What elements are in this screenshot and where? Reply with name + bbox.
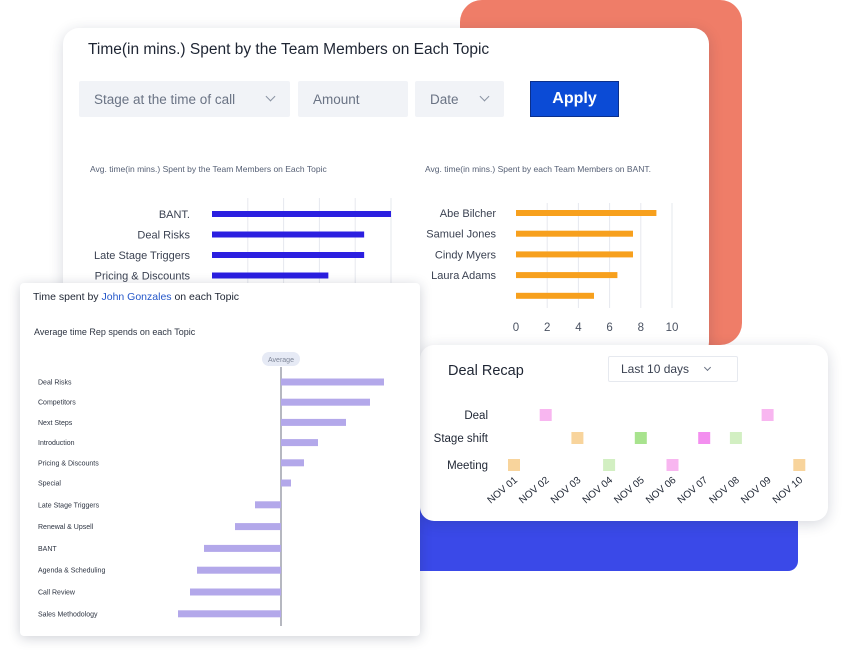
event-marker-stage-shift-nov-07 bbox=[698, 432, 711, 444]
category-label-bant: BANT. bbox=[159, 209, 190, 221]
member-label-samuel-jones: Samuel Jones bbox=[426, 229, 496, 241]
category-label-deal-risks: Deal Risks bbox=[137, 230, 190, 242]
bar-introduction bbox=[281, 439, 318, 447]
date-filter-label: Date bbox=[430, 91, 459, 107]
x-tick-label: 6 bbox=[606, 322, 612, 334]
bar-deal-risks bbox=[281, 378, 384, 386]
topic-label-late-stage-triggers: Late Stage Triggers bbox=[38, 502, 100, 509]
bar-pricing-discounts bbox=[212, 272, 329, 279]
bar-next-steps bbox=[281, 418, 346, 426]
bar-laura-adams bbox=[516, 272, 618, 279]
category-label-pricing-discounts: Pricing & Discounts bbox=[95, 271, 191, 283]
member-label-laura-adams: Laura Adams bbox=[431, 270, 496, 282]
topic-label-next-steps: Next Steps bbox=[38, 420, 73, 427]
x-tick-label: 4 bbox=[575, 322, 582, 334]
rep-chart-title: Average time Rep spends on each Topic bbox=[34, 327, 196, 337]
rep-title-prefix: Time spent by bbox=[33, 291, 102, 303]
topic-label-sales-methodology: Sales Methodology bbox=[38, 611, 98, 618]
deal-recap-panel: Deal Recap Last 10 days Deal Stage shift M… bbox=[420, 345, 828, 521]
bar-bant bbox=[212, 211, 391, 217]
event-marker-stage-shift-nov-05 bbox=[634, 432, 647, 444]
bar-late-stage-triggers bbox=[255, 501, 281, 509]
topic-chart-title: Avg. time(in mins.) Spent by the Team Me… bbox=[90, 164, 327, 174]
rep-title-suffix: on each Topic bbox=[171, 291, 240, 303]
bant-chart-title: Avg. time(in mins.) Spent by each Team M… bbox=[425, 164, 651, 174]
date-label-nov-10: NOV 10 bbox=[771, 475, 806, 507]
bar-renewal-upsell bbox=[235, 523, 281, 531]
member-label-abe-bilcher: Abe Bilcher bbox=[440, 208, 497, 220]
topic-label-renewal-upsell: Renewal & Upsell bbox=[38, 524, 94, 531]
topic-label-bant: BANT bbox=[38, 546, 57, 553]
event-marker-stage-shift-nov-03 bbox=[571, 432, 584, 444]
apply-button[interactable]: Apply bbox=[530, 81, 619, 117]
rep-topic-diverging-chart: Average Deal Risks Competitors Next Steps In… bbox=[38, 352, 384, 626]
x-tick-label: 0 bbox=[513, 322, 519, 334]
chevron-down-icon bbox=[479, 91, 490, 102]
date-label-nov-01: NOV 01 bbox=[486, 475, 521, 507]
date-label-nov-03: NOV 03 bbox=[549, 475, 584, 507]
rep-name-link[interactable]: John Gonzales bbox=[101, 291, 172, 303]
topic-label-call-review: Call Review bbox=[38, 590, 76, 597]
event-marker-meeting-nov-06 bbox=[666, 459, 679, 471]
row-label-meeting: Meeting bbox=[447, 460, 488, 472]
topic-label-deal-risks: Deal Risks bbox=[38, 380, 72, 387]
topic-time-bar-chart: BANT. Deal Risks Late Stage Triggers Pricin… bbox=[94, 198, 392, 358]
topic-label-agenda-scheduling: Agenda & Scheduling bbox=[38, 568, 105, 575]
topic-label-special: Special bbox=[38, 481, 61, 488]
date-label-nov-09: NOV 09 bbox=[739, 475, 774, 507]
x-tick-label: 10 bbox=[666, 322, 679, 334]
date-label-nov-07: NOV 07 bbox=[676, 475, 711, 507]
date-filter-dropdown[interactable]: Date bbox=[415, 81, 504, 117]
event-marker-meeting-nov-04 bbox=[603, 459, 616, 471]
chevron-down-icon bbox=[703, 363, 712, 372]
stage-filter-dropdown[interactable]: Stage at the time of call bbox=[79, 81, 290, 117]
amount-filter[interactable]: Amount bbox=[298, 81, 408, 117]
deal-recap-title: Deal Recap bbox=[448, 363, 524, 379]
bar-deal-risks bbox=[212, 231, 365, 238]
x-tick-label: 8 bbox=[638, 322, 644, 334]
stage-filter-label: Stage at the time of call bbox=[94, 91, 236, 107]
topic-label-introduction: Introduction bbox=[38, 440, 75, 447]
bar-cindy-myers bbox=[516, 251, 633, 258]
event-marker-meeting-nov-01 bbox=[508, 459, 520, 471]
period-select[interactable]: Last 10 days bbox=[608, 356, 738, 382]
date-label-nov-04: NOV 04 bbox=[581, 475, 616, 507]
topic-label-competitors: Competitors bbox=[38, 400, 76, 407]
event-marker-deal-nov-09 bbox=[761, 409, 774, 421]
period-select-value: Last 10 days bbox=[621, 362, 690, 376]
date-label-nov-02: NOV 02 bbox=[517, 475, 552, 507]
event-marker-meeting-nov-10 bbox=[793, 459, 806, 471]
bar-abe-bilcher bbox=[516, 210, 657, 216]
bar-agenda-scheduling bbox=[197, 566, 281, 574]
bar-bant bbox=[204, 544, 281, 552]
bant-time-bar-chart: 0 2 4 6 8 10 Abe Bilcher Samuel Jones Cindy Myer… bbox=[426, 203, 679, 334]
date-label-nov-05: NOV 05 bbox=[612, 475, 647, 507]
x-tick-label: 2 bbox=[544, 322, 550, 334]
bar-samuel-jones bbox=[516, 230, 633, 237]
bar-late-stage-triggers bbox=[212, 252, 365, 258]
event-marker-deal-nov-02 bbox=[539, 409, 552, 421]
bar-unlabeled bbox=[516, 292, 594, 299]
rep-topic-panel: Time spent by John Gonzales on each Topi… bbox=[20, 283, 420, 636]
panel-title: Time(in mins.) Spent by the Team Members… bbox=[88, 41, 490, 58]
member-label-cindy-myers: Cindy Myers bbox=[435, 249, 497, 261]
bar-sales-methodology bbox=[178, 610, 281, 618]
bar-call-review bbox=[190, 588, 281, 596]
chevron-down-icon bbox=[265, 91, 276, 102]
event-marker-stage-shift-nov-08 bbox=[729, 432, 742, 444]
row-label-stage-shift: Stage shift bbox=[434, 433, 489, 445]
bar-pricing-discounts bbox=[281, 459, 304, 467]
row-label-deal: Deal bbox=[464, 410, 488, 422]
topic-label-pricing-discounts: Pricing & Discounts bbox=[38, 460, 99, 467]
rep-panel-title: Time spent by John Gonzales on each Topi… bbox=[33, 291, 239, 303]
average-pill bbox=[262, 352, 300, 366]
date-label-nov-08: NOV 08 bbox=[708, 475, 743, 507]
date-label-nov-06: NOV 06 bbox=[644, 475, 679, 507]
average-label: Average bbox=[268, 357, 294, 364]
category-label-late-stage-triggers: Late Stage Triggers bbox=[94, 250, 191, 262]
bar-competitors bbox=[281, 398, 370, 406]
amount-filter-label: Amount bbox=[313, 91, 360, 107]
bar-special bbox=[281, 479, 291, 487]
